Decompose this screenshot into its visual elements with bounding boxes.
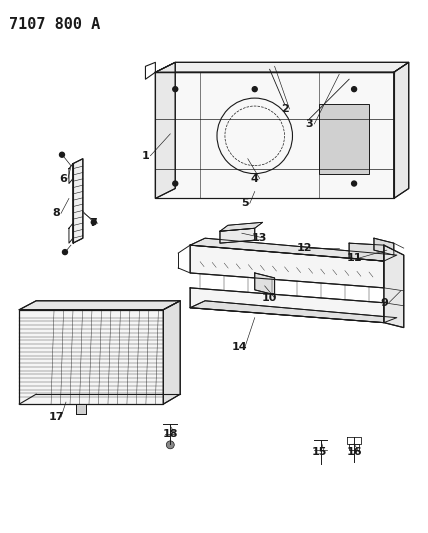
Circle shape <box>166 441 174 449</box>
Circle shape <box>351 181 357 186</box>
Text: 16: 16 <box>346 447 362 457</box>
Polygon shape <box>73 159 83 243</box>
Polygon shape <box>155 62 175 198</box>
Circle shape <box>91 220 96 225</box>
Polygon shape <box>190 301 397 322</box>
Polygon shape <box>163 301 180 404</box>
Text: 1: 1 <box>142 151 149 161</box>
Polygon shape <box>349 243 384 261</box>
Text: 10: 10 <box>262 293 277 303</box>
Polygon shape <box>76 404 86 414</box>
Circle shape <box>173 87 178 92</box>
Bar <box>319 104 369 174</box>
Circle shape <box>173 181 178 186</box>
Text: 5: 5 <box>241 198 249 208</box>
Text: 15: 15 <box>312 447 327 457</box>
Polygon shape <box>190 238 397 261</box>
Circle shape <box>351 87 357 92</box>
Polygon shape <box>374 238 394 255</box>
Text: 4: 4 <box>251 174 259 183</box>
Text: 12: 12 <box>297 243 312 253</box>
Text: 17: 17 <box>48 412 64 422</box>
Polygon shape <box>190 245 384 288</box>
Text: 7107 800 A: 7107 800 A <box>9 17 101 31</box>
Polygon shape <box>190 288 384 322</box>
Polygon shape <box>220 222 263 231</box>
Text: 3: 3 <box>306 119 313 129</box>
Polygon shape <box>155 72 394 198</box>
Text: 13: 13 <box>252 233 268 243</box>
Text: 18: 18 <box>163 429 178 439</box>
Text: 11: 11 <box>346 253 362 263</box>
Circle shape <box>62 249 68 255</box>
Text: 8: 8 <box>52 208 60 219</box>
Polygon shape <box>19 301 180 310</box>
Circle shape <box>252 87 257 92</box>
Circle shape <box>59 152 65 157</box>
Polygon shape <box>384 245 404 328</box>
Bar <box>19 310 163 404</box>
Polygon shape <box>220 228 255 243</box>
Polygon shape <box>255 273 275 295</box>
Text: 14: 14 <box>232 343 248 352</box>
Text: 9: 9 <box>380 298 388 308</box>
Text: 7: 7 <box>89 219 97 228</box>
Text: 2: 2 <box>281 104 288 114</box>
Text: 6: 6 <box>59 174 67 183</box>
Polygon shape <box>155 62 409 72</box>
Polygon shape <box>394 62 409 198</box>
